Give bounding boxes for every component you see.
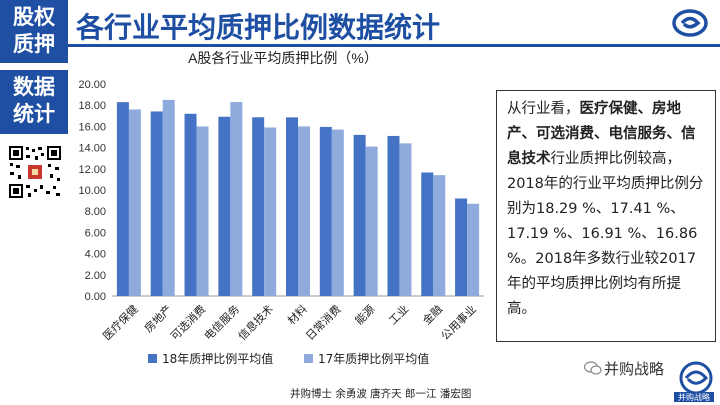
bar xyxy=(252,117,265,296)
y-tick-label: 16.00 xyxy=(78,121,106,133)
bar xyxy=(128,109,141,296)
summary-highlight: 医疗保健、房地产、可选消费、电信服务、信息技术 xyxy=(507,101,696,167)
x-tick-label: 日常消费 xyxy=(303,302,344,343)
chart-title: A股各行业平均质押比例（%） xyxy=(188,50,378,66)
summary-body: 行业质押比例较高，2018年的行业平均质押比例分别为18.29 %、17.41 … xyxy=(507,151,704,317)
x-tick-label: 房地产 xyxy=(141,302,174,335)
x-tick-label: 工业 xyxy=(386,303,411,328)
page-title: 各行业平均质押比例数据统计 xyxy=(76,11,441,44)
y-tick-label: 12.00 xyxy=(78,164,106,176)
sidebar-block-pledge-line1: 股权 xyxy=(13,5,55,29)
x-tick-label: 公用事业 xyxy=(439,303,479,343)
x-tick-label: 材料 xyxy=(284,302,309,327)
bar xyxy=(455,198,468,296)
bar xyxy=(230,102,243,296)
bar-chart: A股各行业平均质押比例（%） 0.00 2.00 4.00 6.00 8.00 10.00… xyxy=(78,50,484,366)
wechat-account-name: 并购战略 xyxy=(604,360,665,378)
brand-swirl-logo-icon xyxy=(672,9,708,37)
bar xyxy=(298,126,310,297)
bar xyxy=(264,127,277,297)
x-tick-label: 能源 xyxy=(352,302,377,327)
y-tick-label: 18.00 xyxy=(78,100,106,112)
sidebar-block-stats-line1: 数据 xyxy=(13,75,55,99)
bar xyxy=(421,172,434,296)
brand-logo-text: 并购战略 xyxy=(678,392,710,402)
legend-swatch xyxy=(148,354,157,363)
bar xyxy=(184,113,197,296)
x-tick-label: 医疗保健 xyxy=(100,302,141,343)
y-tick-label: 6.00 xyxy=(85,227,106,239)
y-tick-label: 14.00 xyxy=(78,143,106,155)
y-tick-label: 8.00 xyxy=(85,206,106,218)
sidebar-block-pledge: 股权 质押 xyxy=(0,0,68,63)
bar xyxy=(196,126,209,297)
bar xyxy=(218,116,231,296)
bar xyxy=(150,111,163,296)
legend-swatch xyxy=(304,354,313,363)
summary-textbox: 从行业看，医疗保健、房地产、可选消费、电信服务、信息技术行业质押比例较高，201… xyxy=(496,90,716,342)
y-tick-label: 20.00 xyxy=(78,79,106,91)
legend-label: 18年质押比例平均值 xyxy=(162,351,273,366)
sidebar-block-pledge-line2: 质押 xyxy=(13,32,55,56)
chart-legend: 18年质押比例平均值 17年质押比例平均值 xyxy=(148,351,429,366)
bar xyxy=(331,129,344,296)
sidebar-block-stats-line2: 统计 xyxy=(13,102,55,126)
y-tick-label: 0.00 xyxy=(85,291,106,303)
wechat-icon xyxy=(584,361,602,375)
bar xyxy=(433,175,446,296)
bar xyxy=(353,134,366,296)
brand-corner-logo-icon: 并购战略 xyxy=(674,361,714,402)
y-tick-label: 2.00 xyxy=(85,270,106,282)
sidebar-block-stats: 数据 统计 xyxy=(0,70,68,134)
bar xyxy=(162,99,175,297)
header-divider xyxy=(68,44,720,47)
qr-code-icon xyxy=(8,145,62,199)
bar xyxy=(387,135,400,296)
bar xyxy=(286,117,298,296)
y-tick-label: 10.00 xyxy=(78,185,106,197)
x-tick-label: 信息技术 xyxy=(235,302,276,343)
x-tick-label: 电信服务 xyxy=(202,303,242,343)
legend-label: 17年质押比例平均值 xyxy=(318,351,429,366)
summary-intro: 从行业看， xyxy=(507,101,580,117)
bar xyxy=(399,143,412,296)
y-tick-label: 4.00 xyxy=(85,249,106,261)
bar xyxy=(319,126,332,297)
bar xyxy=(467,203,480,296)
x-tick-label: 金融 xyxy=(420,302,445,327)
bars xyxy=(116,99,480,297)
x-tick-label: 可选消费 xyxy=(167,302,208,343)
author-credits: 并购博士 余勇波 唐齐天 郎一江 潘宏图 xyxy=(290,388,472,400)
bar xyxy=(116,102,129,296)
sidebar: 股权 质押 数据 统计 xyxy=(0,0,68,405)
bar xyxy=(365,146,378,296)
